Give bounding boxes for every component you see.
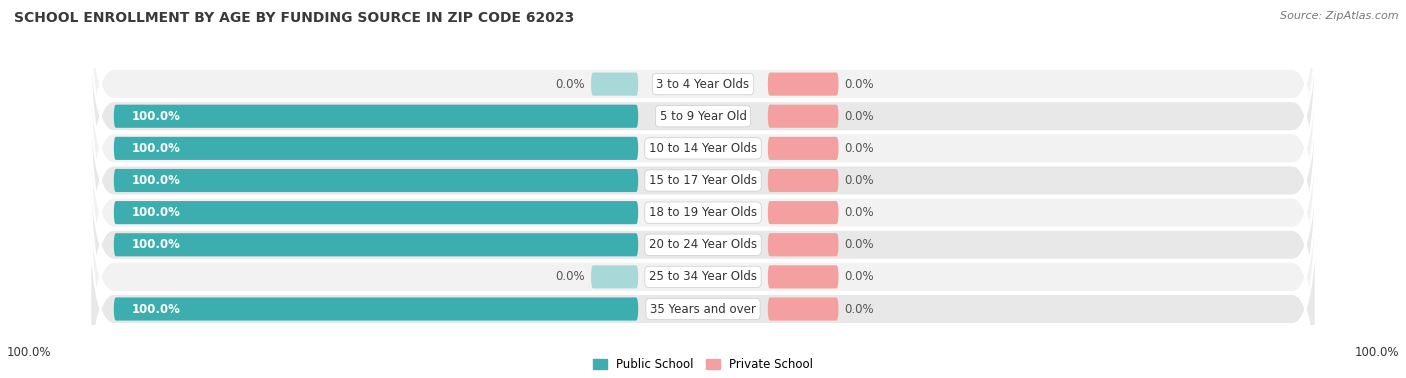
Text: 0.0%: 0.0% — [555, 77, 585, 91]
FancyBboxPatch shape — [768, 265, 838, 288]
Text: 5 to 9 Year Old: 5 to 9 Year Old — [659, 110, 747, 123]
FancyBboxPatch shape — [114, 169, 638, 192]
FancyBboxPatch shape — [768, 201, 838, 224]
Text: 100.0%: 100.0% — [132, 174, 180, 187]
Text: 15 to 17 Year Olds: 15 to 17 Year Olds — [650, 174, 756, 187]
Text: Source: ZipAtlas.com: Source: ZipAtlas.com — [1281, 11, 1399, 21]
Text: 100.0%: 100.0% — [132, 142, 180, 155]
Legend: Public School, Private School: Public School, Private School — [588, 353, 818, 376]
FancyBboxPatch shape — [114, 297, 638, 321]
Text: 0.0%: 0.0% — [845, 174, 875, 187]
Text: 20 to 24 Year Olds: 20 to 24 Year Olds — [650, 238, 756, 251]
FancyBboxPatch shape — [90, 0, 1316, 198]
FancyBboxPatch shape — [768, 73, 838, 96]
Text: 0.0%: 0.0% — [845, 302, 875, 316]
Text: 0.0%: 0.0% — [845, 110, 875, 123]
Text: 18 to 19 Year Olds: 18 to 19 Year Olds — [650, 206, 756, 219]
FancyBboxPatch shape — [768, 233, 838, 256]
FancyBboxPatch shape — [90, 131, 1316, 358]
Text: SCHOOL ENROLLMENT BY AGE BY FUNDING SOURCE IN ZIP CODE 62023: SCHOOL ENROLLMENT BY AGE BY FUNDING SOUR… — [14, 11, 574, 25]
FancyBboxPatch shape — [90, 163, 1316, 378]
Text: 0.0%: 0.0% — [845, 77, 875, 91]
Text: 0.0%: 0.0% — [845, 270, 875, 284]
FancyBboxPatch shape — [114, 105, 638, 128]
Text: 0.0%: 0.0% — [845, 238, 875, 251]
FancyBboxPatch shape — [90, 35, 1316, 262]
FancyBboxPatch shape — [591, 265, 638, 288]
FancyBboxPatch shape — [114, 201, 638, 224]
FancyBboxPatch shape — [768, 137, 838, 160]
Text: 100.0%: 100.0% — [132, 110, 180, 123]
FancyBboxPatch shape — [768, 297, 838, 321]
FancyBboxPatch shape — [90, 3, 1316, 230]
FancyBboxPatch shape — [591, 73, 638, 96]
FancyBboxPatch shape — [90, 67, 1316, 294]
FancyBboxPatch shape — [90, 99, 1316, 326]
Text: 25 to 34 Year Olds: 25 to 34 Year Olds — [650, 270, 756, 284]
Text: 10 to 14 Year Olds: 10 to 14 Year Olds — [650, 142, 756, 155]
Text: 0.0%: 0.0% — [845, 206, 875, 219]
Text: 3 to 4 Year Olds: 3 to 4 Year Olds — [657, 77, 749, 91]
Text: 100.0%: 100.0% — [132, 238, 180, 251]
Text: 0.0%: 0.0% — [845, 142, 875, 155]
Text: 100.0%: 100.0% — [132, 206, 180, 219]
FancyBboxPatch shape — [768, 169, 838, 192]
Text: 100.0%: 100.0% — [1354, 346, 1399, 359]
FancyBboxPatch shape — [768, 105, 838, 128]
Text: 0.0%: 0.0% — [555, 270, 585, 284]
FancyBboxPatch shape — [114, 137, 638, 160]
FancyBboxPatch shape — [114, 233, 638, 256]
Text: 100.0%: 100.0% — [132, 302, 180, 316]
FancyBboxPatch shape — [90, 195, 1316, 378]
Text: 100.0%: 100.0% — [7, 346, 52, 359]
Text: 35 Years and over: 35 Years and over — [650, 302, 756, 316]
